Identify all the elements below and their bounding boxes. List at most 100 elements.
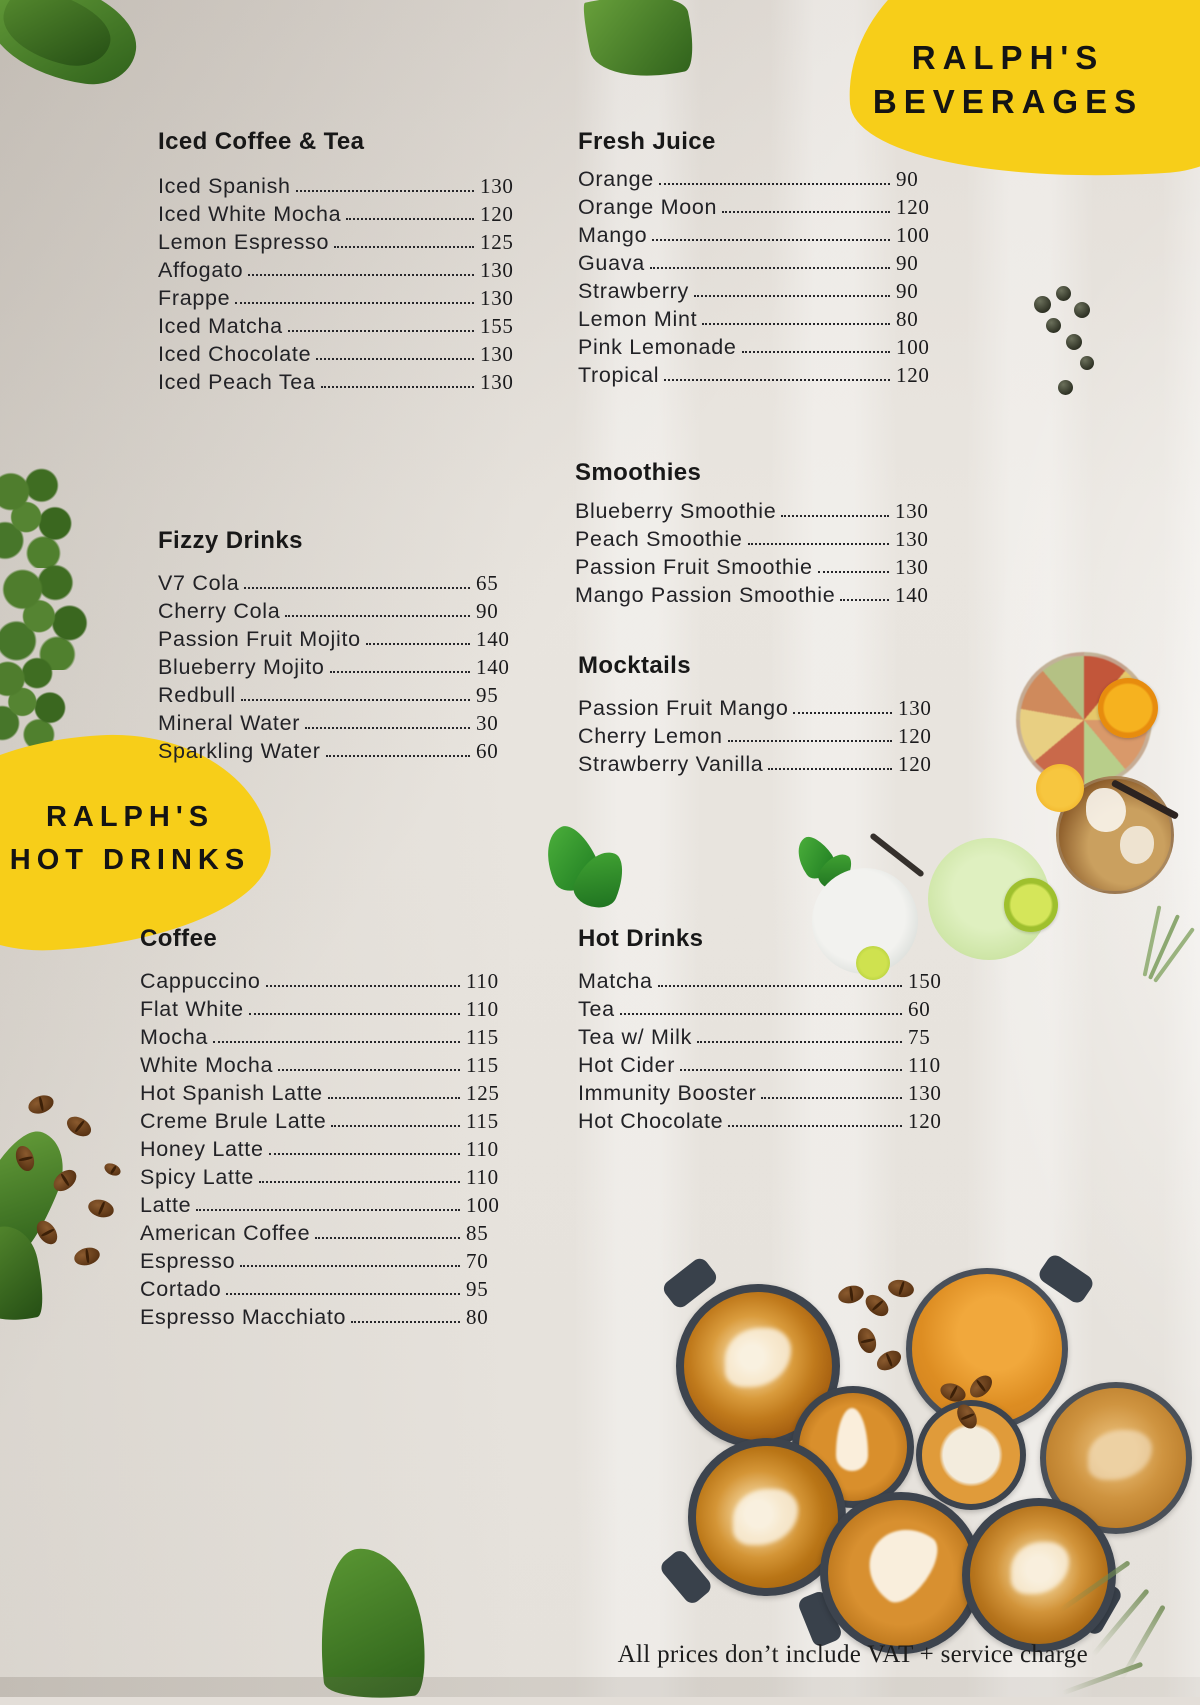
menu-item-name: Hot Chocolate <box>578 1109 724 1133</box>
bottom-shade-band <box>0 1677 1200 1697</box>
menu-item-row: Sparkling Water 60 <box>158 736 524 764</box>
menu-item-row: Lemon Espresso 125 <box>158 227 528 255</box>
peppercorn-icon <box>1066 334 1082 350</box>
menu-item-row: Mango Passion Smoothie 140 <box>575 580 943 608</box>
menu-item-row: Iced White Mocha 120 <box>158 199 528 227</box>
menu-item-price: 125 <box>480 230 514 254</box>
section-mocktails: Mocktails Passion Fruit Mango 130 Cherry… <box>578 652 946 777</box>
menu-item-price: 30 <box>476 711 499 735</box>
menu-item-row: Tropical 120 <box>578 360 944 388</box>
menu-item-row: Matcha 150 <box>578 966 956 994</box>
dotted-leader <box>213 1041 460 1043</box>
dotted-leader <box>619 1013 902 1015</box>
menu-item-row: Passion Fruit Smoothie 130 <box>575 552 943 580</box>
menu-item-row: Blueberry Smoothie 130 <box>575 496 943 524</box>
menu-item-row: Mineral Water 30 <box>158 708 524 736</box>
dotted-leader <box>693 295 890 297</box>
orange-slice-icon <box>1098 678 1158 738</box>
menu-item-price: 90 <box>476 599 499 623</box>
menu-item-row: Passion Fruit Mojito 140 <box>158 624 524 652</box>
menu-item-row: Iced Chocolate 130 <box>158 339 528 367</box>
dotted-leader <box>248 274 474 276</box>
menu-item-price: 115 <box>466 1025 499 1049</box>
menu-item-price: 150 <box>908 969 942 993</box>
menu-item-row: White Mocha 115 <box>140 1050 514 1078</box>
menu-item-price: 110 <box>908 1053 941 1077</box>
menu-item-name: Frappe <box>158 286 231 310</box>
menu-item-row: Strawberry Vanilla 120 <box>578 749 946 777</box>
menu-item-name: Iced White Mocha <box>158 202 342 226</box>
lime-wedge-icon <box>856 946 890 980</box>
menu-item-row: Tea w/ Milk 75 <box>578 1022 956 1050</box>
menu-item-row: Peach Smoothie 130 <box>575 524 943 552</box>
menu-item-price: 80 <box>896 307 919 331</box>
menu-item-row: Cherry Lemon 120 <box>578 721 946 749</box>
latte-cup-photo <box>688 1438 846 1596</box>
menu-item-price: 155 <box>480 314 514 338</box>
menu-item-row: Tea 60 <box>578 994 956 1022</box>
dotted-leader <box>702 323 890 325</box>
dotted-leader <box>781 515 889 517</box>
parsley-sprig-icon <box>0 462 78 568</box>
dotted-leader <box>346 218 474 220</box>
dotted-leader <box>196 1209 460 1211</box>
dotted-leader <box>316 358 474 360</box>
peppercorn-icon <box>1074 302 1090 318</box>
menu-item-row: Espresso 70 <box>140 1246 514 1274</box>
dotted-leader <box>334 246 474 248</box>
menu-item-row: Cappuccino 110 <box>140 966 514 994</box>
peppercorn-icon <box>1056 286 1071 301</box>
menu-item-price: 130 <box>898 696 932 720</box>
menu-item-name: Cortado <box>140 1277 222 1301</box>
dotted-leader <box>761 1097 902 1099</box>
menu-item-price: 120 <box>898 752 932 776</box>
section-hot-drinks: Hot Drinks Matcha 150 Tea 60 Tea w/ Milk… <box>578 925 956 1134</box>
dotted-leader <box>722 211 890 213</box>
menu-item-price: 115 <box>466 1109 499 1133</box>
menu-item-name: Affogato <box>158 258 244 282</box>
menu-item-row: Frappe 130 <box>158 283 528 311</box>
menu-item-price: 130 <box>480 258 514 282</box>
menu-item-row: Creme Brule Latte 115 <box>140 1106 514 1134</box>
dotted-leader <box>793 712 892 714</box>
ice-cube-icon <box>1120 826 1154 864</box>
menu-item-name: Iced Matcha <box>158 314 283 338</box>
dotted-leader <box>259 1181 460 1183</box>
menu-item-price: 140 <box>476 627 510 651</box>
menu-item-name: Creme Brule Latte <box>140 1109 327 1133</box>
dotted-leader <box>329 671 470 673</box>
menu-item-name: Latte <box>140 1193 192 1217</box>
menu-item-row: Affogato 130 <box>158 255 528 283</box>
menu-item-name: Matcha <box>578 969 653 993</box>
menu-item-row: Iced Matcha 155 <box>158 311 528 339</box>
menu-item-row: Honey Latte 110 <box>140 1134 514 1162</box>
menu-item-row: Latte 100 <box>140 1190 514 1218</box>
section-title: Coffee <box>140 925 218 952</box>
menu-item-row: Spicy Latte 110 <box>140 1162 514 1190</box>
menu-item-price: 65 <box>476 571 499 595</box>
menu-item-price: 80 <box>466 1305 489 1329</box>
menu-item-price: 70 <box>466 1249 489 1273</box>
menu-item-name: Passion Fruit Mango <box>578 696 789 720</box>
menu-item-row: Immunity Booster 130 <box>578 1078 956 1106</box>
menu-item-row: Iced Spanish 130 <box>158 171 528 199</box>
lime-wheel-icon <box>1004 878 1058 932</box>
footer-note: All prices don’t include VAT + service c… <box>617 1641 1088 1668</box>
menu-item-name: Strawberry <box>578 279 689 303</box>
menu-item-price: 130 <box>480 286 514 310</box>
menu-item-price: 120 <box>896 363 930 387</box>
menu-item-price: 110 <box>466 997 499 1021</box>
menu-item-row: Pink Lemonade 100 <box>578 332 944 360</box>
menu-item-row: Cortado 95 <box>140 1274 514 1302</box>
dotted-leader <box>817 571 889 573</box>
menu-item-price: 115 <box>466 1053 499 1077</box>
parsley-sprig-icon <box>0 652 72 748</box>
dotted-leader <box>287 330 474 332</box>
dotted-leader <box>331 1125 460 1127</box>
menu-item-row: Espresso Macchiato 80 <box>140 1302 514 1330</box>
dotted-leader <box>697 1041 902 1043</box>
parsley-sprig-icon <box>0 558 94 670</box>
menu-item-row: Cherry Cola 90 <box>158 596 524 624</box>
menu-item-name: Cappuccino <box>140 969 261 993</box>
